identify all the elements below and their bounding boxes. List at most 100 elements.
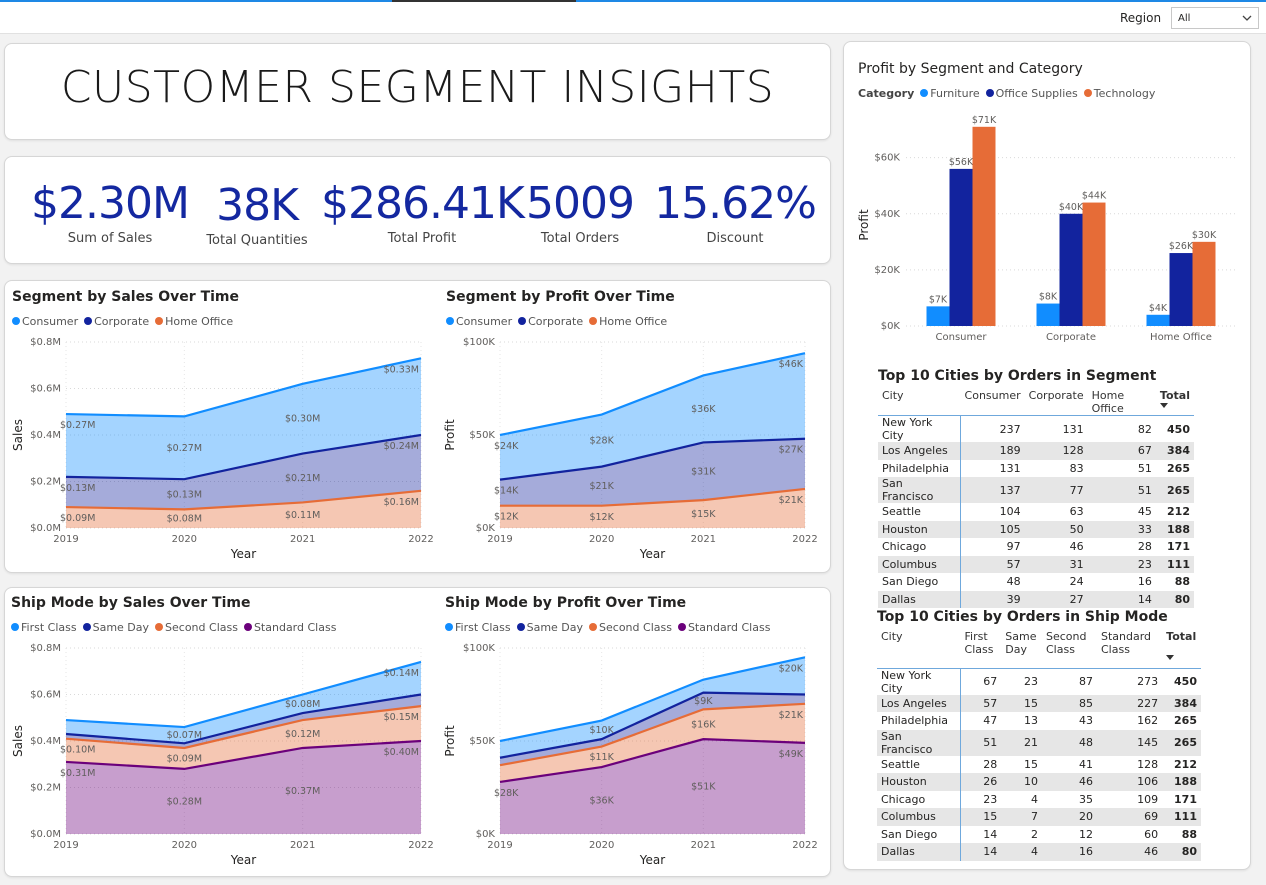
segment-profit-area-chart[interactable]: $0K $50K $100K $24K $28K $36K $46K $14K $21K $31K… bbox=[440, 334, 825, 564]
bar[interactable] bbox=[1059, 213, 1083, 326]
table-row[interactable]: San Diego 14 2 12 60 88 bbox=[877, 825, 1201, 843]
table-row[interactable]: San Francisco 51 21 48 145 265 bbox=[877, 729, 1201, 756]
legend-item[interactable]: Corporate bbox=[518, 315, 583, 328]
column-header[interactable]: City bbox=[878, 389, 961, 416]
bar[interactable] bbox=[1036, 303, 1060, 326]
shipmode-profit-area-chart[interactable]: $0K $50K $100K $10K $20K $9K $11K $16K $21K $28K $… bbox=[440, 640, 825, 870]
area-fill-2[interactable] bbox=[66, 706, 421, 769]
legend-item[interactable]: Home Office bbox=[589, 315, 667, 328]
column-header[interactable]: Same Day bbox=[1001, 630, 1042, 669]
legend-item[interactable]: First Class bbox=[11, 621, 77, 634]
segment-sales-area-chart[interactable]: $0.0M $0.2M $0.4M $0.6M $0.8M $0.27M $0.27M $0.… bbox=[8, 334, 433, 564]
table-row[interactable]: Los Angeles 57 15 85 227 384 bbox=[877, 694, 1201, 712]
legend-item[interactable]: Consumer bbox=[12, 315, 78, 328]
bar[interactable] bbox=[972, 126, 996, 326]
series-line-1[interactable] bbox=[499, 691, 806, 759]
column-header[interactable]: City bbox=[877, 630, 961, 669]
area-fill-1[interactable] bbox=[500, 692, 805, 766]
table-row[interactable]: Houston 26 10 46 106 188 bbox=[877, 773, 1201, 791]
column-header[interactable]: Home Office bbox=[1087, 389, 1156, 416]
cell-value: 63 bbox=[1069, 505, 1084, 519]
legend-item[interactable]: Home Office bbox=[155, 315, 233, 328]
table-row[interactable]: Chicago 97 46 28 171 bbox=[878, 538, 1194, 556]
bar[interactable] bbox=[926, 306, 950, 326]
profit-by-segment-bar-chart[interactable]: $0K $20K $40K $60K Profit $7K $56K $71K Consumer… bbox=[852, 108, 1244, 348]
table-row[interactable]: Dallas 39 27 14 80 bbox=[878, 590, 1194, 608]
table-row[interactable]: Columbus 15 7 20 69 111 bbox=[877, 808, 1201, 826]
table-row[interactable]: Philadelphia 131 83 51 265 bbox=[878, 459, 1194, 477]
shipmode-sales-area-chart[interactable]: $0.0M $0.2M $0.4M $0.6M $0.8M $0.07M $0.08M $0.… bbox=[8, 640, 433, 870]
cell-city: Los Angeles bbox=[877, 694, 962, 712]
table-row[interactable]: New York City 67 23 87 273 450 bbox=[877, 668, 1201, 695]
table-row[interactable]: Philadelphia 47 13 43 162 265 bbox=[877, 712, 1201, 730]
series-line-0[interactable] bbox=[499, 656, 806, 743]
table-row[interactable]: San Francisco 137 77 51 265 bbox=[878, 477, 1194, 503]
table-row[interactable]: Houston 105 50 33 188 bbox=[878, 520, 1194, 538]
data-label: $0.16M bbox=[384, 497, 419, 508]
series-line-2[interactable] bbox=[65, 705, 422, 750]
table-row[interactable]: New York City 237 131 82 450 bbox=[878, 415, 1194, 442]
series-line-0[interactable] bbox=[65, 660, 422, 729]
series-line-1[interactable] bbox=[65, 433, 422, 481]
data-label: $0.28M bbox=[167, 796, 202, 807]
series-line-3[interactable] bbox=[65, 739, 422, 771]
bar[interactable] bbox=[1192, 241, 1216, 326]
series-line-2[interactable] bbox=[499, 702, 806, 767]
area-fill-0[interactable] bbox=[500, 657, 805, 758]
bar[interactable] bbox=[949, 168, 973, 326]
legend-item[interactable]: Standard Class bbox=[677, 621, 770, 634]
series-line-2[interactable] bbox=[500, 487, 806, 507]
table-row[interactable]: Chicago 23 4 35 109 171 bbox=[877, 790, 1201, 808]
series-line-1[interactable] bbox=[499, 437, 806, 481]
legend-item[interactable]: Same Day bbox=[516, 621, 583, 634]
legend-item[interactable]: Standard Class bbox=[243, 621, 336, 634]
region-dropdown[interactable]: All bbox=[1171, 7, 1259, 29]
table-row[interactable]: Columbus 57 31 23 111 bbox=[878, 555, 1194, 573]
y-tick-label: $0.6M bbox=[30, 690, 61, 701]
series-line-1[interactable] bbox=[65, 693, 422, 745]
column-header[interactable]: Second Class bbox=[1041, 630, 1097, 669]
legend-item[interactable]: Second Class bbox=[589, 621, 672, 634]
area-fill-3[interactable] bbox=[66, 741, 421, 834]
cell-city: New York City bbox=[878, 415, 962, 442]
area-fill-1[interactable] bbox=[66, 435, 421, 510]
area-fill-1[interactable] bbox=[500, 438, 805, 506]
legend-item[interactable]: Corporate bbox=[84, 315, 149, 328]
area-fill-2[interactable] bbox=[500, 488, 805, 528]
column-header[interactable]: Standard Class bbox=[1096, 630, 1163, 669]
data-label: $46K bbox=[779, 359, 804, 370]
table-row[interactable]: Seattle 104 63 45 212 bbox=[878, 503, 1194, 521]
column-header-total[interactable]: Total bbox=[1162, 630, 1201, 669]
legend-item[interactable]: Office Supplies bbox=[985, 87, 1078, 100]
area-fill-2[interactable] bbox=[500, 703, 805, 782]
column-header[interactable]: Corporate bbox=[1024, 389, 1088, 416]
area-fill-0[interactable] bbox=[500, 353, 805, 480]
x-tick-label: 2021 bbox=[290, 840, 315, 851]
series-line-2[interactable] bbox=[65, 489, 422, 511]
legend-item[interactable]: First Class bbox=[445, 621, 511, 634]
legend-item[interactable]: Consumer bbox=[446, 315, 512, 328]
series-line-3[interactable] bbox=[499, 738, 806, 784]
legend-item[interactable]: Technology bbox=[1083, 87, 1155, 100]
area-fill-3[interactable] bbox=[500, 739, 805, 834]
series-line-0[interactable] bbox=[65, 357, 422, 418]
legend-item[interactable]: Furniture bbox=[920, 87, 980, 100]
kpi-value: 38K bbox=[216, 180, 299, 231]
table-row[interactable]: Dallas 14 4 16 46 80 bbox=[877, 843, 1201, 861]
y-tick-label: $0.8M bbox=[30, 337, 61, 348]
bar[interactable] bbox=[1146, 314, 1170, 326]
bar[interactable] bbox=[1082, 202, 1106, 326]
cell-value: 131 bbox=[999, 461, 1021, 475]
table-row[interactable]: Los Angeles 189 128 67 384 bbox=[878, 442, 1194, 460]
legend-item[interactable]: Same Day bbox=[82, 621, 149, 634]
table-row[interactable]: Seattle 28 15 41 128 212 bbox=[877, 755, 1201, 773]
column-header[interactable]: Consumer bbox=[960, 389, 1025, 416]
series-line-0[interactable] bbox=[499, 352, 806, 437]
legend-item[interactable]: Second Class bbox=[155, 621, 238, 634]
bar[interactable] bbox=[1169, 253, 1193, 326]
column-header[interactable]: First Class bbox=[960, 630, 1002, 669]
column-header-total[interactable]: Total bbox=[1155, 389, 1194, 416]
table-row[interactable]: San Diego 48 24 16 88 bbox=[878, 573, 1194, 591]
data-label: $51K bbox=[691, 782, 716, 793]
area-fill-0[interactable] bbox=[66, 661, 421, 744]
